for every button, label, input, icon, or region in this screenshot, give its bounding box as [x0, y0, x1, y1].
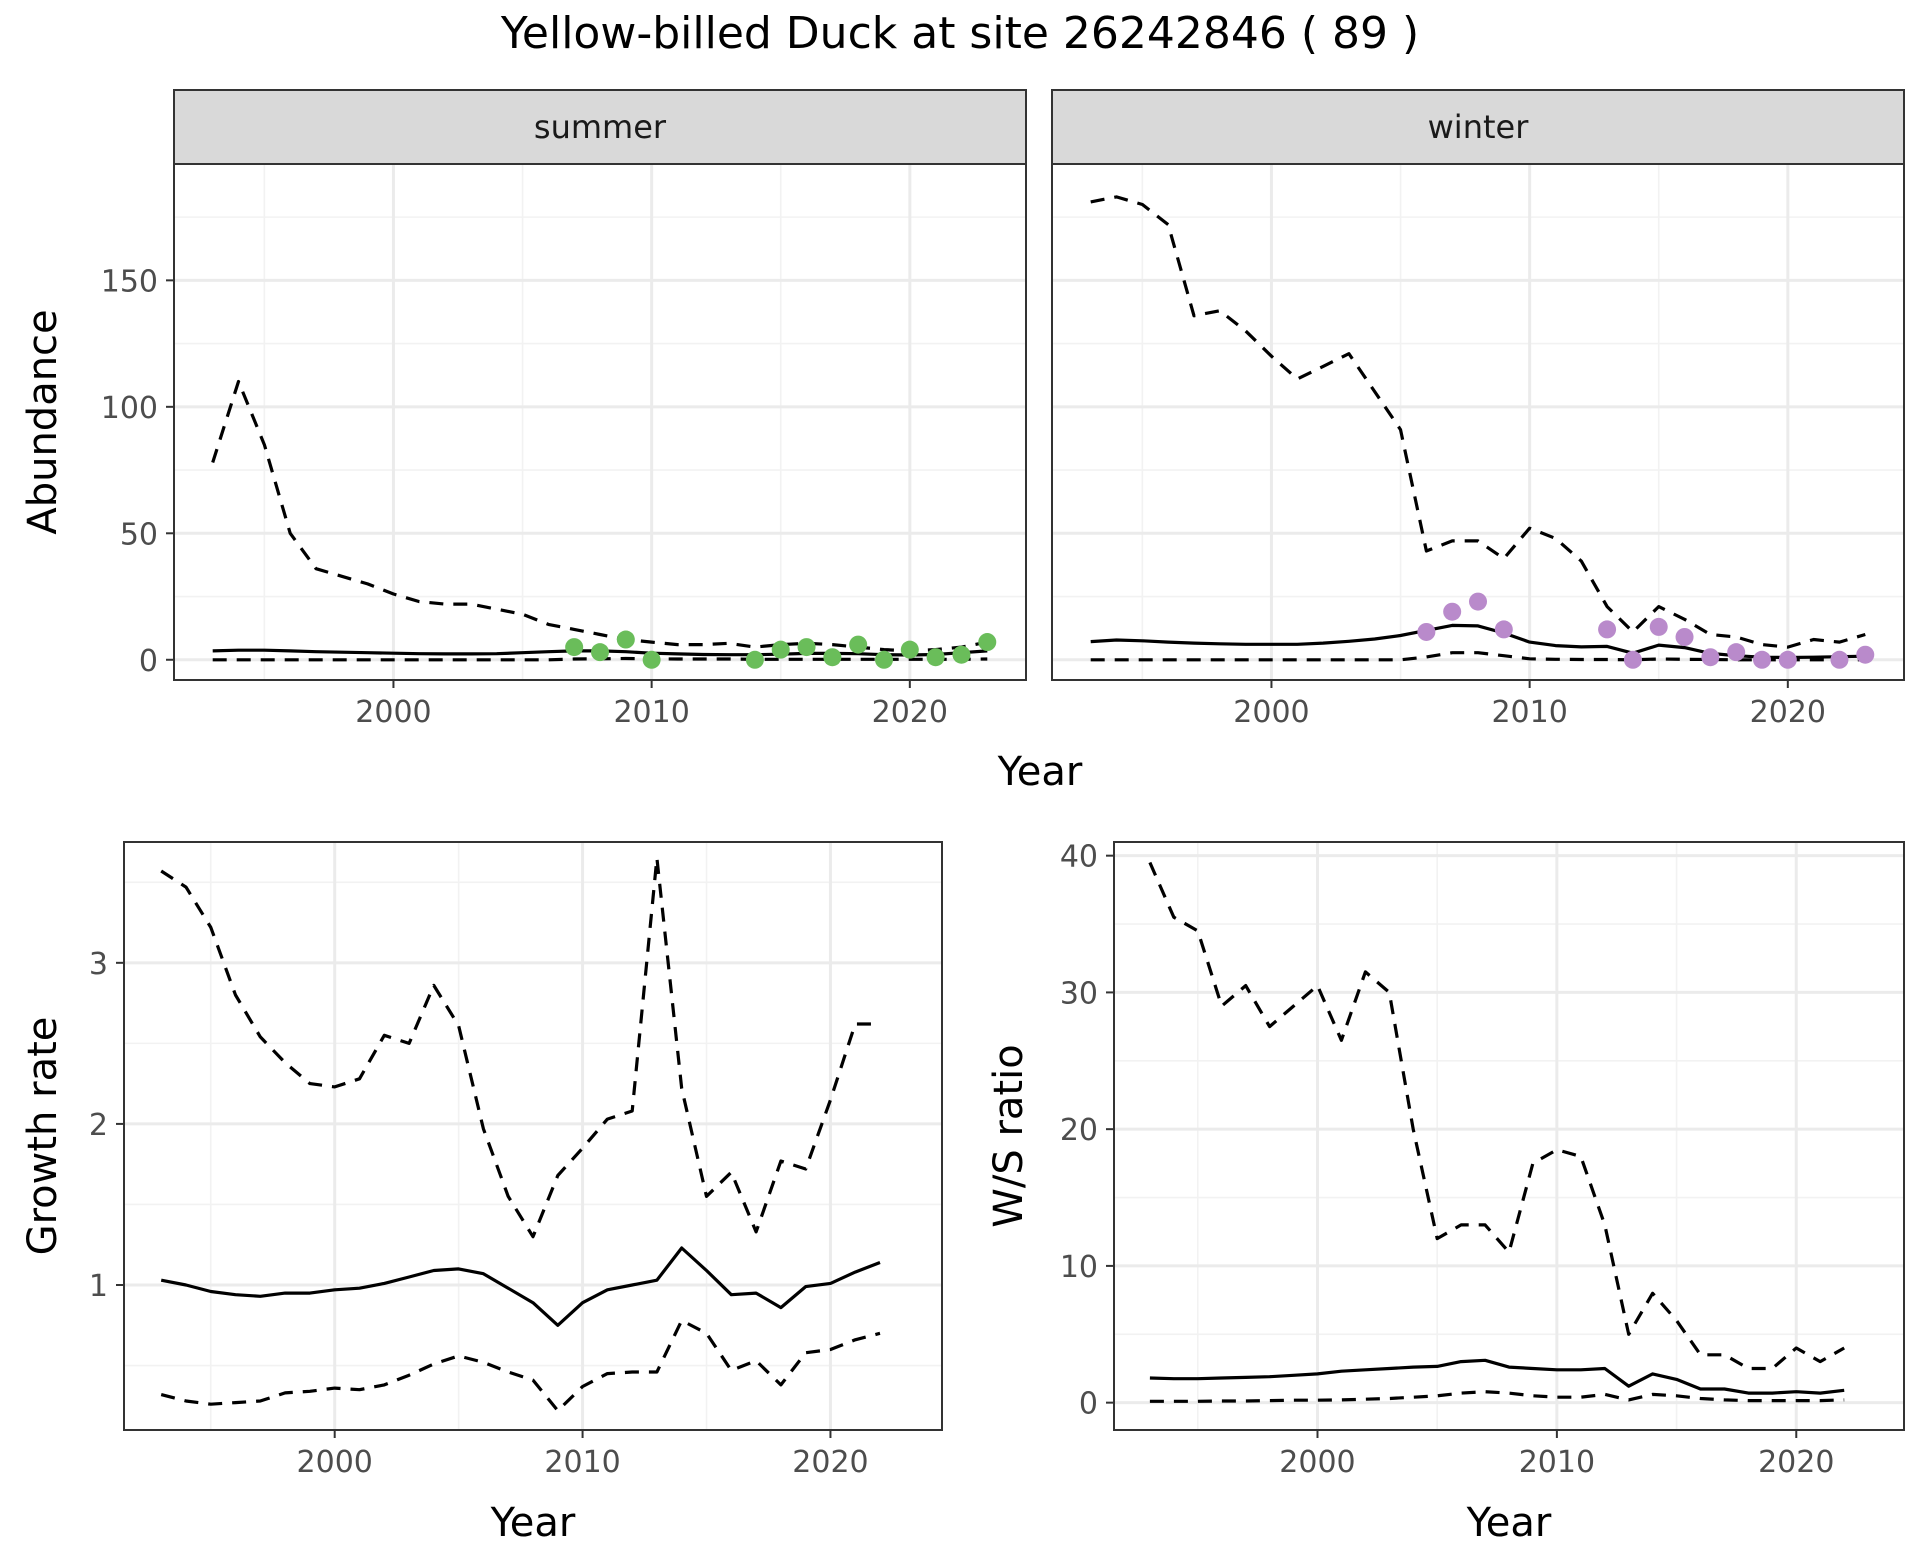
- growth-estimate-line: [160, 1246, 881, 1327]
- abundance-summer-observed-point: [978, 633, 997, 652]
- abundance-winter-observed-point: [1675, 628, 1694, 646]
- ratio-x-tick-label: 2020: [1758, 1445, 1834, 1480]
- abundance-winter-x-tick-label: 2000: [1233, 695, 1309, 730]
- facet-summer: summer 2000 2010 2020 0 50 100 150: [101, 89, 1027, 730]
- growth-y-tick-label: 1: [89, 1269, 108, 1304]
- growth-y-axis-title: Growth rate: [20, 1017, 66, 1256]
- facet-winter: winter 2000 2010 2020: [1051, 89, 1905, 730]
- abundance-summer-upper-line: [211, 379, 988, 653]
- ratio-y-tick-label: 10: [1060, 1250, 1098, 1285]
- growth-x-axis-title: Year: [490, 1500, 576, 1546]
- ratio-x-tick-label: 2000: [1279, 1445, 1355, 1480]
- abundance-summer-observed-point: [616, 630, 635, 649]
- ratio-y-tick-label: 40: [1060, 840, 1098, 875]
- growth-x-tick-label: 2020: [792, 1445, 868, 1480]
- facet-strip-summer: [173, 89, 1027, 165]
- abundance-summer-panel-border: [173, 163, 1027, 681]
- abundance-winter-observed-point: [1778, 650, 1797, 669]
- abundance-chart: summer 2000 2010 2020 0 50 100 150 winter 2000 201…: [20, 89, 1905, 795]
- growth-upper-line: [160, 856, 880, 1239]
- abundance-winter-lower-line: [1090, 651, 1866, 662]
- abundance-summer-x-tick-label: 2020: [872, 695, 948, 730]
- abundance-summer-y-tick-label: 150: [101, 264, 158, 299]
- abundance-summer-observed-point: [642, 650, 661, 669]
- abundance-winter-observed-point: [1727, 643, 1746, 662]
- abundance-winter-observed-point: [1598, 620, 1617, 639]
- growth-panel-border: [123, 841, 943, 1431]
- ws-ratio-chart: 2000 2010 2020 0 10 20 30 40 Year W/S ratio: [986, 840, 1905, 1546]
- abundance-winter-x-tick-label: 2010: [1491, 695, 1567, 730]
- facet-strip-label-summer: summer: [534, 108, 667, 146]
- ratio-y-axis-title: W/S ratio: [986, 1044, 1032, 1227]
- abundance-summer-observed-point: [745, 650, 764, 669]
- abundance-winter-observed-point: [1701, 648, 1720, 667]
- facet-strip-label-winter: winter: [1428, 108, 1530, 146]
- growth-lower-line: [160, 1318, 881, 1413]
- abundance-x-axis-title: Year: [997, 749, 1083, 795]
- facet-strip-winter: [1051, 89, 1905, 165]
- abundance-summer-observed-point: [900, 640, 919, 659]
- ratio-panel-border: [1113, 841, 1905, 1431]
- ratio-upper-line: [1148, 861, 1845, 1371]
- abundance-winter-observed-point: [1830, 650, 1849, 669]
- growth-x-tick-label: 2000: [297, 1445, 373, 1480]
- abundance-summer-y-tick-label: 50: [120, 517, 158, 552]
- abundance-winter-observed-point: [1469, 592, 1487, 611]
- abundance-summer-y-tick-label: 0: [139, 644, 158, 679]
- abundance-winter-x-tick-label: 2020: [1750, 695, 1826, 730]
- chart-title: Yellow-billed Duck at site 26242846 ( 89…: [500, 8, 1419, 59]
- abundance-summer-observed-point: [823, 648, 842, 667]
- abundance-summer-x-tick-label: 2010: [613, 695, 689, 730]
- abundance-summer-observed-point: [565, 638, 584, 657]
- abundance-summer-observed-point: [875, 650, 893, 669]
- ratio-estimate-line: [1149, 1358, 1845, 1395]
- growth-x-tick-label: 2010: [544, 1445, 620, 1480]
- abundance-summer-observed-point: [591, 643, 609, 662]
- abundance-winter-observed-point: [1417, 622, 1436, 641]
- abundance-winter-observed-point: [1649, 617, 1668, 636]
- growth-rate-chart: 2000 2010 2020 1 2 3 Year Growth rate: [20, 841, 943, 1546]
- abundance-winter-upper-line: [1090, 195, 1866, 649]
- growth-y-tick-label: 2: [89, 1108, 108, 1143]
- ratio-y-tick-label: 0: [1079, 1387, 1098, 1422]
- ratio-x-axis-title: Year: [1466, 1500, 1552, 1546]
- abundance-summer-observed-point: [797, 638, 816, 657]
- abundance-winter-observed-point: [1856, 645, 1875, 664]
- ratio-y-tick-label: 30: [1060, 976, 1098, 1011]
- abundance-summer-observed-point: [952, 645, 971, 664]
- abundance-summer-y-tick-label: 100: [101, 391, 158, 426]
- abundance-summer-observed-point: [926, 648, 945, 667]
- growth-y-tick-label: 3: [89, 947, 108, 982]
- abundance-summer-observed-point: [849, 635, 868, 654]
- abundance-summer-x-tick-label: 2000: [355, 695, 431, 730]
- abundance-winter-observed-point: [1623, 650, 1642, 669]
- abundance-winter-observed-point: [1494, 620, 1513, 639]
- abundance-winter-panel-border: [1051, 163, 1905, 681]
- ratio-y-tick-label: 20: [1060, 1113, 1098, 1148]
- abundance-y-axis-title: Abundance: [20, 309, 66, 534]
- ratio-x-tick-label: 2010: [1519, 1445, 1595, 1480]
- abundance-summer-observed-point: [771, 640, 790, 659]
- ratio-lower-line: [1149, 1390, 1845, 1403]
- abundance-winter-observed-point: [1443, 602, 1462, 621]
- abundance-winter-observed-point: [1753, 650, 1771, 669]
